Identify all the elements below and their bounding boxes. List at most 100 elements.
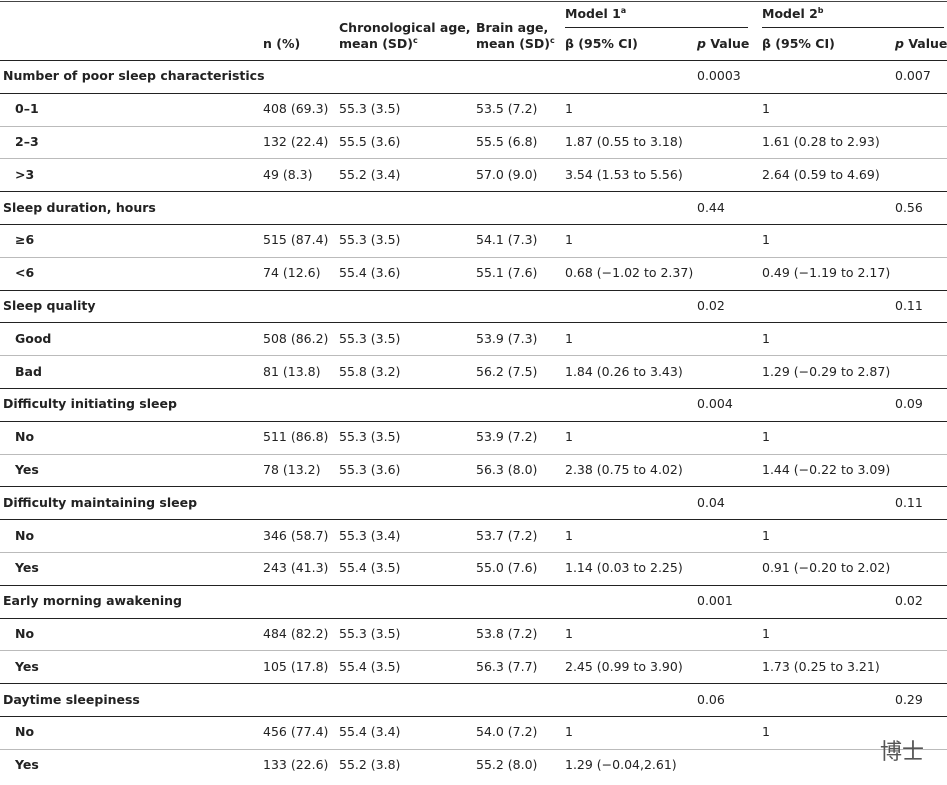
cell: 1 [565,330,573,346]
superscript: a [620,5,627,15]
row-label: 0–1 [15,101,39,117]
cell: 0.49 (−1.19 to 2.17) [762,265,891,281]
cell: 56.3 (8.0) [476,462,538,477]
p-value: 0.11 [895,298,923,313]
rule [0,158,947,160]
rule [762,27,944,28]
p-value: 0.06 [697,691,725,707]
header-text: mean (SD) [476,36,550,51]
cell: 0.91 (−0.20 to 2.02) [762,560,891,576]
cell: 1 [762,626,770,641]
cell: 55.0 (7.6) [476,560,538,576]
cell: 1 [762,429,770,445]
section-title: Sleep duration, hours [3,199,156,215]
p-value: 0.007 [895,68,931,84]
section-title: Difficulty maintaining sleep [3,494,198,510]
cell: 55.3 (3.5) [339,330,401,346]
header-text: n (%) [263,36,301,51]
cell: 78 (13.2) [263,462,321,477]
cell: 55.4 (3.5) [339,560,401,576]
cell: 55.3 (3.5) [339,429,401,445]
rule [0,125,947,127]
cell: 2.45 (0.99 to 3.90) [565,658,683,674]
cell: 1.87 (0.55 to 3.18) [565,134,683,149]
cell: 1.61 (0.28 to 2.93) [762,134,880,149]
p-value: 0.09 [895,396,923,412]
cell: 1 [565,101,573,117]
rule [0,60,947,61]
rule [0,191,947,193]
cell: 1 [762,101,770,117]
p-value: 0.0003 [697,68,741,84]
rule [0,748,947,750]
row-label: Yes [15,757,39,773]
cell: 1 [565,232,573,248]
cell: 55.8 (3.2) [339,363,401,379]
cell: 1 [762,724,770,740]
cell: 53.7 (7.2) [476,527,538,543]
watermark: 博士 [880,740,925,765]
superscript: b [817,5,824,15]
rule [0,322,947,324]
cell: 1 [565,724,573,740]
cell: 56.2 (7.5) [476,363,538,379]
header-text: p [895,36,904,51]
cell: 1 [762,232,770,248]
rule [565,27,748,28]
cell: 53.9 (7.2) [476,429,538,445]
cell: 55.1 (7.6) [476,265,538,281]
cell: 55.3 (3.4) [339,527,401,543]
cell: 55.5 (3.6) [339,134,401,149]
p-value: 0.001 [697,593,733,609]
cell: 55.3 (3.6) [339,462,401,477]
row-label: >3 [15,166,35,182]
superscript: c [550,35,555,45]
header-text: Brain age, [476,20,549,35]
cell: 81 (13.8) [263,363,321,379]
rule [0,486,947,488]
row-label: ≥6 [15,232,35,248]
p-value: 0.02 [697,298,725,313]
header-text: mean (SD) [339,36,413,51]
section-title: Sleep quality [3,298,96,313]
cell: 2.38 (0.75 to 4.02) [565,462,683,477]
rule [0,519,947,521]
cell: 53.9 (7.3) [476,330,538,346]
cell: 57.0 (9.0) [476,166,538,182]
cell: 1.73 (0.25 to 3.21) [762,658,880,674]
cell: 508 (86.2) [263,330,329,346]
cell: 54.1 (7.3) [476,232,538,248]
row-label: 2–3 [15,134,39,149]
p-value: 0.44 [697,199,725,215]
cell: 56.3 (7.7) [476,658,538,674]
header-text: Value [908,36,947,51]
rule [0,617,947,619]
rule [0,224,947,225]
cell: 55.2 (8.0) [476,757,538,773]
rule [0,552,947,553]
header-cell: p Value [895,36,947,52]
rule [0,388,947,389]
cell: 49 (8.3) [263,166,313,182]
row-label: No [15,626,35,641]
cell: 55.3 (3.5) [339,101,401,117]
p-value: 0.02 [895,593,923,609]
section-title: Difficulty initiating sleep [3,396,177,412]
cell: 132 (22.4) [263,134,329,149]
cell: 1.29 (−0.29 to 2.87) [762,363,891,379]
rule [0,289,947,291]
header-text: Value [710,36,750,51]
cell: 1 [762,330,770,346]
header-cell: mean (SD)c [476,36,555,52]
cell: 55.3 (3.5) [339,626,401,641]
p-value: 0.004 [697,396,733,412]
model-header: Model 1a [565,6,626,22]
rule [0,650,947,652]
row-label: No [15,429,35,445]
cell: 55.2 (3.4) [339,166,401,182]
cell: 1 [762,527,770,543]
rule [0,92,947,94]
superscript: c [413,35,418,45]
row-label: Yes [15,658,39,674]
cell: 408 (69.3) [263,101,329,117]
